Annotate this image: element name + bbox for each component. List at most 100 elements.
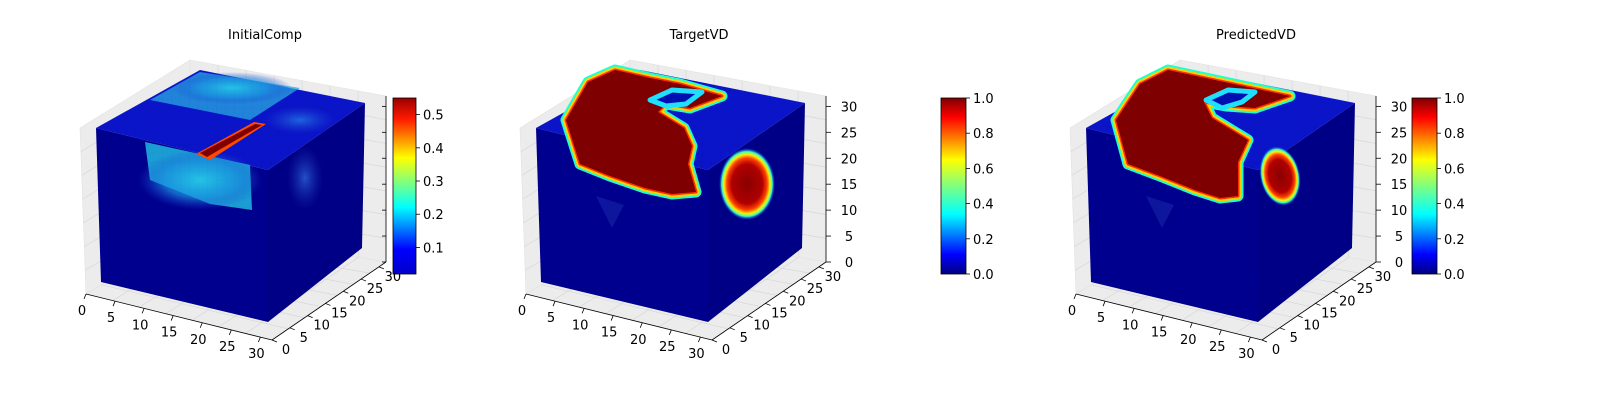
x-axis-line xyxy=(1075,293,1263,341)
y-tick-mark xyxy=(343,290,349,294)
voxel-grid-overlay xyxy=(1086,128,1258,322)
y-tick-label: 20 xyxy=(1339,294,1356,309)
x-tick-mark xyxy=(170,315,174,321)
z-tick-label: 20 xyxy=(1391,152,1408,167)
y-tick-label: 20 xyxy=(789,294,806,309)
y-tick-label: 25 xyxy=(1357,282,1374,297)
colorbar-tick-label: 0.2 xyxy=(423,208,444,223)
colorbar-tick-label: 0.6 xyxy=(1444,162,1465,177)
voxel-grid-overlay xyxy=(96,70,365,170)
z-tick-label: 0 xyxy=(845,256,853,271)
z-tick-label: 10 xyxy=(841,204,858,219)
colorbar-tick-label: 0.2 xyxy=(1444,233,1465,248)
colorbar-tick-label: 0.1 xyxy=(423,241,444,256)
x-tick-mark xyxy=(1248,336,1251,343)
y-tick-mark xyxy=(818,266,825,270)
panel-title: InitialComp xyxy=(228,28,302,43)
z-tick-label: 30 xyxy=(841,100,858,115)
x-tick-mark xyxy=(1073,293,1077,300)
colorbar-tick-label: 0.4 xyxy=(423,142,444,157)
y-tick-mark xyxy=(1333,290,1339,294)
x-axis-line xyxy=(85,293,273,341)
z-tick-label: 25 xyxy=(841,126,858,141)
x-tick-mark xyxy=(639,322,643,328)
voxel-cube xyxy=(1086,64,1355,322)
x-tick-mark xyxy=(112,301,116,307)
x-tick-mark xyxy=(228,329,232,336)
colorbar-tick-label: 0.4 xyxy=(1444,198,1465,213)
y-tick-label: 25 xyxy=(807,282,824,297)
y-tick-mark xyxy=(765,303,771,306)
x-tick-mark xyxy=(1102,301,1106,307)
z-tick-label: 20 xyxy=(841,152,858,167)
y-tick-label: 25 xyxy=(367,282,384,297)
y-tick-label: 10 xyxy=(753,319,770,334)
colorbar: 0.0 0.2 0.4 0.6 0.8 1.0 xyxy=(940,92,994,283)
y-tick-mark xyxy=(378,266,385,270)
z-tick-label: 0 xyxy=(1395,256,1403,271)
y-axis-line xyxy=(1261,261,1377,341)
colorbar-gradient xyxy=(940,97,967,275)
z-tick-label: 30 xyxy=(1391,100,1408,115)
y-tick-mark xyxy=(307,315,313,318)
x-tick-mark xyxy=(581,308,585,314)
z-tick-label: 15 xyxy=(841,178,858,193)
x-tick-label: 15 xyxy=(161,326,178,341)
y-tick-label: 30 xyxy=(825,270,842,285)
colorbar: 0.0 0.2 0.4 0.6 0.8 1.0 xyxy=(1411,92,1465,283)
voxel-grid-overlay xyxy=(96,128,268,322)
x-tick-mark xyxy=(258,336,261,343)
y-axis-line xyxy=(711,261,827,341)
x-tick-label: 20 xyxy=(190,333,207,348)
y-tick-label: 0 xyxy=(282,343,290,358)
colorbar-gradient xyxy=(392,97,417,275)
panel-title: PredictedVD xyxy=(1216,28,1296,43)
y-tick-mark xyxy=(1350,278,1357,282)
x-tick-label: 5 xyxy=(107,311,115,326)
y-tick-label: 30 xyxy=(1375,270,1392,285)
y-tick-mark xyxy=(325,303,331,306)
colorbar-tick-label: 0.8 xyxy=(1444,127,1465,142)
z-tick-label: 25 xyxy=(1391,126,1408,141)
y-tick-mark xyxy=(271,339,278,343)
x-tick-label: 25 xyxy=(219,340,236,355)
z-tick-label: 5 xyxy=(845,230,853,245)
colorbar-tick-label: 0.2 xyxy=(973,233,994,248)
colorbar-tick-label: 0.0 xyxy=(1444,268,1465,283)
y-tick-label: 20 xyxy=(349,294,366,309)
voxel-cube xyxy=(96,70,365,322)
y-tick-label: 5 xyxy=(1290,331,1298,346)
colorbar-tick-label: 0.4 xyxy=(973,198,994,213)
y-tick-mark xyxy=(360,278,367,282)
colorbar: 0.1 0.2 0.3 0.4 0.5 xyxy=(392,97,444,275)
y-axis-line xyxy=(271,261,387,341)
x-tick-label: 30 xyxy=(1238,347,1255,362)
y-tick-mark xyxy=(1315,303,1321,306)
x-tick-mark xyxy=(523,293,527,300)
x-tick-label: 0 xyxy=(518,304,526,319)
x-tick-label: 20 xyxy=(1180,333,1197,348)
voxel-cube xyxy=(536,64,805,322)
panel-title: TargetVD xyxy=(668,28,728,43)
z-tick-label: 10 xyxy=(1391,204,1408,219)
x-tick-mark xyxy=(610,315,614,321)
z-tick-label: 15 xyxy=(1391,178,1408,193)
x-tick-mark xyxy=(1160,315,1164,321)
colorbar-tick-label: 0.3 xyxy=(423,175,444,190)
x-tick-label: 0 xyxy=(1068,304,1076,319)
x-tick-mark xyxy=(1189,322,1193,328)
y-tick-label: 10 xyxy=(313,319,330,334)
x-tick-label: 25 xyxy=(659,340,676,355)
voxel-grid-overlay xyxy=(1258,103,1355,322)
colorbar-tick-label: 1.0 xyxy=(1444,92,1465,107)
x-tick-mark xyxy=(83,293,87,300)
voxel-grid-overlay xyxy=(536,70,805,170)
x-tick-mark xyxy=(698,336,701,343)
voxel-grid-overlay xyxy=(536,128,708,322)
y-tick-label: 15 xyxy=(1321,306,1338,321)
y-tick-mark xyxy=(729,327,735,331)
